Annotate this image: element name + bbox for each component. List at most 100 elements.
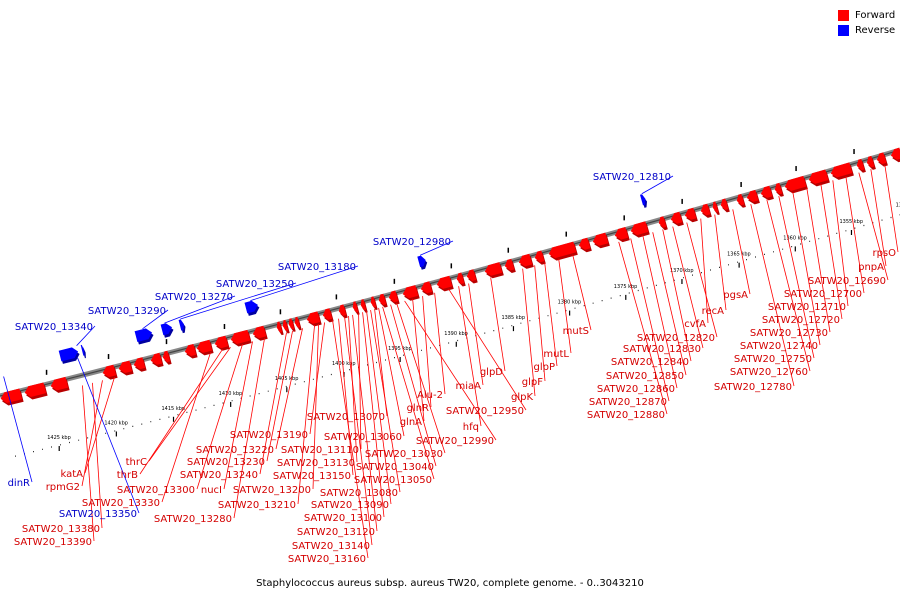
forward-gene [890,147,900,160]
legend-forward: Forward [838,8,895,23]
reverse-gene [58,347,79,362]
forward-gene-label: SATW20_12990 [416,436,494,447]
forward-gene-label: SATW20_12950 [446,406,524,417]
forward-gene [548,241,577,259]
forward-gene-label: pnpA [858,262,884,273]
leader-line [750,204,795,387]
forward-gene [466,269,477,281]
scale-ticks: 1425 kbp 1420 kbp 1415 kbp 1410 kbp 1405 kbp… [15,149,900,457]
forward-gene-label: Alu-2 [417,390,443,401]
forward-gene-label: SATW20_12840 [611,357,689,368]
forward-gene-label: SATW20_13380 [22,524,100,535]
forward-gene-label: SATW20_12880 [587,410,665,421]
forward-gene [288,318,295,330]
forward-gene [774,182,783,195]
forward-gene-label: SATW20_13100 [304,513,382,524]
ruler-tick-label: 1415 kbp [162,406,186,412]
leader-line [700,218,709,324]
forward-gene-label: SATW20_12870 [589,397,667,408]
leader-line [332,320,369,559]
forward-gene-label: glpK [511,392,533,403]
leader-line [458,286,482,427]
reverse-gene [417,255,426,268]
forward-gene [856,158,865,171]
legend: Forward Reverse [838,8,895,38]
forward-gene-label: SATW20_13230 [187,457,265,468]
leader-line [370,310,401,493]
forward-gene [712,201,719,213]
forward-gene-label: rpmG2 [46,482,80,493]
forward-gene [866,155,875,168]
forward-gene [420,281,433,294]
leader-line [870,169,887,267]
leader-line [76,325,96,346]
leader-line [686,222,718,338]
forward-gene [760,185,773,198]
leader-line [259,332,287,475]
leader-line [845,176,865,294]
leader-line [396,302,446,454]
forward-gene [670,211,683,224]
forward-gene [388,290,399,303]
forward-gene [630,221,649,236]
forward-gene [504,258,515,271]
forward-gene [876,152,887,165]
forward-gene-label: glpD [480,367,503,378]
leader-line [378,307,405,437]
leader-line [266,330,293,462]
reverse-gene [134,328,152,342]
leader-line [250,265,359,302]
ruler-tick-label: 1385 kbp [501,315,525,321]
leader-line [81,380,103,487]
leader-line [338,318,354,476]
forward-gene-label: SATW20_13080 [320,488,398,499]
reverse-gene-label: SATW20_13180 [278,262,356,273]
gene-features [0,147,900,406]
forward-gene [276,321,283,333]
forward-gene-label: glnA [400,417,422,428]
leader-line [312,323,319,490]
leader-line [344,317,373,546]
forward-gene [808,169,829,184]
forward-gene-label: SATW20_13140 [292,541,370,552]
leader-line [820,183,843,320]
forward-gene-label: SATW20_13160 [288,554,366,565]
leader-line [448,288,527,411]
reverse-gene-label: SATW20_13340 [15,322,93,333]
leader-line [652,232,687,376]
forward-gene [456,272,465,284]
forward-gene [684,207,697,220]
forward-gene-label: SATW20_12710 [768,302,846,313]
forward-gene [230,329,251,344]
forward-gene-label: SATW20_12730 [750,328,828,339]
reverse-gene-label: SATW20_13350 [59,509,137,520]
forward-gene-label: SATW20_13280 [154,514,232,525]
forward-gene-label: cvfA [684,319,706,330]
forward-gene [578,237,591,250]
leader-line [534,265,546,382]
ruler-tick-label: 1355 kbp [839,219,863,225]
leader-line [662,229,692,362]
forward-gene-label: SATW20_13130 [277,458,355,469]
forward-gene [360,299,367,311]
reverse-gene [160,323,172,336]
forward-gene-label: mutL [543,349,569,360]
forward-gene [162,350,171,363]
leader-line [390,304,437,467]
forward-gene-label: SATW20_13210 [218,500,296,511]
leader-line [161,352,211,503]
forward-gene [830,162,853,178]
forward-gene [306,311,321,324]
leader-line [348,315,358,463]
leader-line [382,306,435,480]
leader-line [792,191,821,346]
forward-gene [184,344,197,356]
forward-gene-label: glnR [407,403,429,414]
leader-line [275,328,303,450]
forward-gene-label: SATW20_13240 [180,470,258,481]
leader-line [630,238,670,402]
forward-gene [352,301,359,313]
forward-gene-label: SATW20_13300 [117,485,195,496]
forward-gene [484,262,503,276]
